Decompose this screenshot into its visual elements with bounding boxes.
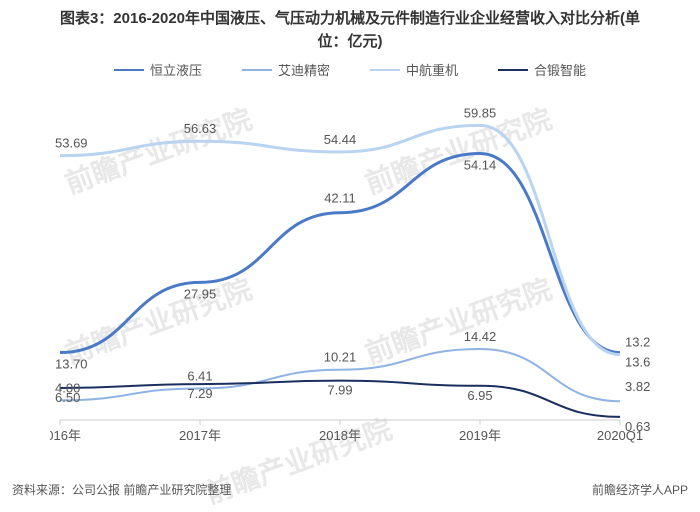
data-label: 6.41 <box>187 368 212 383</box>
footer-right-text: 前瞻经济学人APP <box>592 481 688 498</box>
x-tick-label: 2017年 <box>179 428 221 443</box>
data-label: 13.69 <box>625 355 650 370</box>
legend-swatch <box>114 69 144 71</box>
title-line-1: 图表3：2016-2020年中国液压、气压动力机械及元件制造行业企业经营收入对比… <box>60 10 640 27</box>
legend-swatch <box>498 69 528 71</box>
source-text: 资料来源：公司公报 前瞻产业研究院整理 <box>12 481 231 498</box>
legend-label: 艾迪精密 <box>278 60 330 79</box>
line-chart: 2016年2017年2018年2019年2020Q113.7027.9542.1… <box>50 90 650 450</box>
data-label: 0.63 <box>625 419 650 434</box>
data-label: 14.42 <box>464 329 497 344</box>
data-label: 3.82 <box>625 379 650 394</box>
legend-item: 合锻智能 <box>498 60 586 79</box>
data-label: 56.63 <box>184 121 217 136</box>
legend-swatch <box>242 69 272 71</box>
legend-item: 中航重机 <box>370 60 458 79</box>
data-label: 7.99 <box>327 383 352 398</box>
x-tick-label: 2016年 <box>50 428 81 443</box>
data-label: 54.44 <box>324 132 357 147</box>
series-line <box>60 153 620 352</box>
data-label: 42.11 <box>324 191 356 206</box>
data-label: 54.14 <box>464 157 497 172</box>
x-tick-label: 2019年 <box>459 428 501 443</box>
data-label: 10.21 <box>324 350 357 365</box>
legend-item: 恒立液压 <box>114 60 202 79</box>
data-label: 6.50 <box>55 390 80 405</box>
legend-label: 合锻智能 <box>534 60 586 79</box>
data-label: 53.69 <box>55 136 88 151</box>
x-tick-label: 2018年 <box>319 428 361 443</box>
legend-label: 恒立液压 <box>150 60 202 79</box>
data-label: 7.29 <box>187 386 212 401</box>
legend-label: 中航重机 <box>406 60 458 79</box>
chart-title: 图表3：2016-2020年中国液压、气压动力机械及元件制造行业企业经营收入对比… <box>0 8 700 53</box>
data-label: 13.29 <box>625 335 650 350</box>
chart-legend: 恒立液压 艾迪精密 中航重机 合锻智能 <box>0 60 700 79</box>
data-label: 6.95 <box>467 388 492 403</box>
legend-swatch <box>370 69 400 71</box>
title-line-2: 位：亿元) <box>318 33 383 50</box>
series-line <box>60 125 620 354</box>
data-label: 59.85 <box>464 105 497 120</box>
legend-item: 艾迪精密 <box>242 60 330 79</box>
data-label: 13.70 <box>55 357 88 372</box>
data-label: 27.95 <box>184 286 217 301</box>
